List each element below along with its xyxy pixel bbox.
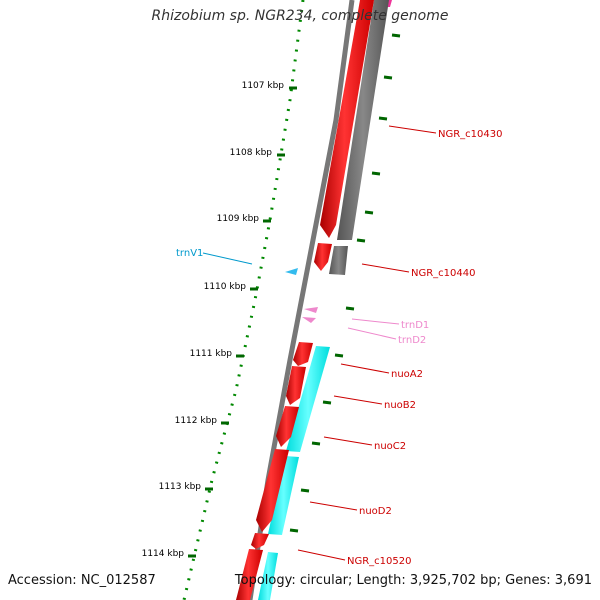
tick-label-1108: 1108 kbp: [230, 148, 273, 158]
label-trnv1: trnV1: [176, 248, 203, 259]
label-nuod2: nuoD2: [359, 506, 392, 517]
gene-cds-nuoa2: [293, 342, 313, 366]
label-nuob2: nuoB2: [384, 400, 416, 411]
map-title: Rhizobium sp. NGR234, complete genome: [151, 8, 449, 24]
tick-label-1110: 1110 kbp: [204, 282, 247, 292]
gene-cds-ngr-c10520: [251, 533, 269, 549]
gene-cds-nuob2: [286, 366, 306, 405]
tick-label-1113: 1113 kbp: [159, 482, 202, 492]
kbp-tick-labels: 1107 kbp 1108 kbp 1109 kbp 1110 kbp 1111…: [142, 81, 285, 559]
label-leader-lines: [202, 125, 437, 561]
nuo-cyan-band-3: [258, 552, 278, 600]
gene-cds-lower: [236, 549, 263, 600]
label-nuoc2: nuoC2: [374, 441, 406, 452]
tick-label-1107: 1107 kbp: [242, 81, 285, 91]
kbp-major-ticks: [188, 86, 297, 558]
accession-text: Accession: NC_012587: [8, 573, 156, 588]
label-ngr-c10430: NGR_c10430: [438, 129, 503, 140]
genome-summary-text: Topology: circular; Length: 3,925,702 bp…: [234, 573, 592, 588]
scale-dotted-line: [182, 0, 305, 600]
label-ngr-c10440: NGR_c10440: [411, 268, 476, 279]
trnd1-marker: [304, 307, 318, 313]
nuo-cyan-band-1: [286, 346, 330, 452]
tick-label-1109: 1109 kbp: [217, 214, 260, 224]
feature-track-ticks: [289, 33, 401, 533]
gene-cds-ngr-c10440: [314, 243, 332, 271]
gene-gray-upper: [337, 0, 389, 240]
tick-label-1112: 1112 kbp: [175, 416, 218, 426]
nuo-cyan-band-2: [268, 456, 299, 535]
feature-labels: NGR_c10430 trnV1 NGR_c10440 trnD1 trnD2 …: [176, 129, 503, 567]
label-ngr-c10520: NGR_c10520: [347, 556, 412, 567]
gene-cds-ngr-c10430: [320, 0, 374, 238]
gene-gray-lower: [329, 246, 348, 275]
label-nuoa2: nuoA2: [391, 369, 423, 380]
gene-cds-nuoc2: [276, 406, 299, 447]
gene-cds-nuod2: [256, 449, 289, 532]
trnv1-marker: [285, 268, 298, 275]
label-trnd1: trnD1: [401, 320, 429, 331]
trnd2-marker: [302, 317, 316, 323]
label-trnd2: trnD2: [398, 335, 426, 346]
tick-label-1114: 1114 kbp: [142, 549, 185, 559]
tick-label-1111: 1111 kbp: [190, 349, 233, 359]
